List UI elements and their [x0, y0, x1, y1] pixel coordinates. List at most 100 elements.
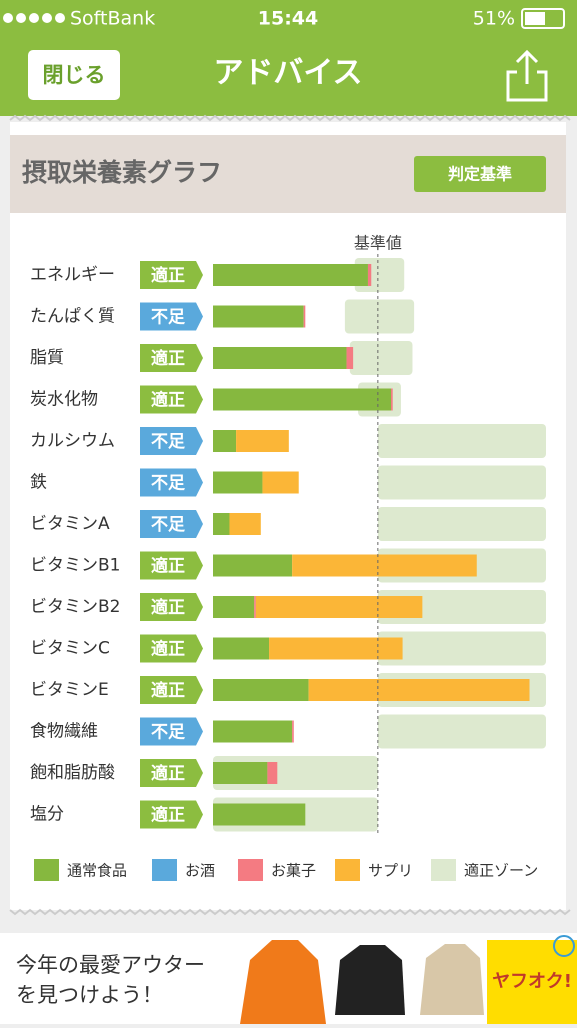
bar-segment [213, 720, 293, 743]
share-button[interactable] [506, 49, 548, 102]
bar-segment [292, 720, 294, 743]
status-label: 適正 [151, 556, 185, 577]
status-label: 不足 [151, 474, 185, 494]
status-badge [140, 717, 203, 746]
status-badge [140, 385, 203, 414]
status-label: 不足 [151, 515, 185, 535]
bar-segment [254, 596, 256, 618]
legend-label: サプリ [368, 862, 413, 880]
category-label: カルシウム [30, 431, 115, 451]
nav-title: アドバイス [213, 56, 362, 91]
bar-segment [308, 679, 530, 701]
status-label: 不足 [151, 723, 185, 743]
legend-swatch [431, 859, 456, 881]
bar-segment [213, 430, 237, 452]
status-badge [140, 551, 203, 580]
status-badge [140, 676, 203, 704]
legend-label: お酒 [185, 862, 215, 880]
category-label: 塩分 [30, 805, 64, 825]
bar-segment [213, 264, 368, 286]
bar-segment [367, 264, 372, 286]
category-label: ビタミンA [30, 514, 110, 534]
status-label: 適正 [151, 390, 185, 411]
category-label: ビタミンB2 [30, 597, 120, 617]
ad-text[interactable]: 今年の最愛アウター [16, 953, 205, 977]
category-label: ビタミンC [30, 639, 110, 659]
status-badge [140, 302, 203, 331]
category-label: ビタミンB1 [30, 556, 120, 576]
ad-image-coat [335, 945, 405, 1015]
status-label: 適正 [151, 265, 185, 286]
category-label: 炭水化物 [30, 390, 98, 410]
close-button[interactable] [28, 50, 120, 100]
bar-segment [213, 596, 255, 618]
ad-brand[interactable]: ヤフオク! [492, 971, 572, 992]
legend-label: 適正ゾーン [464, 862, 538, 880]
legend-swatch [152, 859, 177, 881]
zone [349, 341, 413, 375]
ad-brand-box[interactable] [487, 940, 577, 1024]
bar-segment [346, 347, 354, 369]
bar-segment [269, 637, 403, 660]
status-badge [140, 427, 203, 455]
bar-segment [213, 471, 263, 494]
reference-label: 基準値 [354, 234, 402, 253]
status-badge [140, 634, 203, 663]
status-label: 不足 [151, 308, 185, 328]
bar-segment [213, 762, 268, 784]
status-label: 適正 [151, 763, 185, 784]
bar-segment [391, 388, 393, 411]
status-label: 適正 [151, 597, 185, 618]
status-label: 適正 [151, 639, 185, 660]
legend-swatch [34, 859, 59, 881]
ad-image-coat [420, 944, 484, 1015]
carrier: SoftBank [70, 8, 155, 30]
status-badge [140, 759, 203, 787]
zigzag-edge [9, 114, 571, 916]
bar-segment [267, 762, 278, 784]
ad-text[interactable]: を見つけよう！ [16, 983, 163, 1007]
status-label: 適正 [151, 680, 185, 701]
category-label: エネルギー [30, 265, 115, 285]
bar-segment [262, 471, 299, 494]
status-badge [140, 800, 203, 829]
status-badge [140, 344, 203, 372]
zone [377, 465, 546, 500]
close-label[interactable]: 閉じる [43, 63, 106, 87]
time: 15:44 [258, 8, 318, 30]
status-badge [140, 468, 203, 497]
status-label: 適正 [151, 348, 185, 369]
category-label: 飽和脂肪酸 [30, 763, 115, 783]
category-label: 脂質 [30, 348, 64, 368]
bar-segment [255, 596, 423, 618]
battery-text: 51% [473, 8, 515, 30]
section-title: 摂取栄養素グラフ [22, 158, 222, 187]
zone [377, 714, 546, 749]
ad-info-icon[interactable] [553, 935, 575, 957]
bar-segment [292, 554, 477, 577]
zone [377, 507, 546, 541]
legend-label: 通常食品 [67, 862, 127, 880]
bar-segment [229, 513, 261, 535]
category-label: 食物繊維 [30, 722, 98, 742]
zone [344, 299, 415, 334]
status-label: 適正 [151, 805, 185, 826]
bar-segment [213, 554, 293, 577]
bar-segment [213, 305, 304, 328]
bar-segment [213, 803, 306, 826]
category-label: たんぱく質 [30, 307, 115, 327]
category-label: ビタミンE [30, 680, 109, 700]
battery-level [525, 12, 545, 25]
legend-swatch [335, 859, 360, 881]
criteria-button[interactable] [414, 156, 546, 192]
criteria-label[interactable]: 判定基準 [448, 165, 512, 184]
zone [377, 424, 546, 458]
battery-icon [521, 8, 565, 29]
category-label: 鉄 [30, 473, 47, 493]
status-badge [140, 510, 203, 538]
legend-label: お菓子 [271, 862, 316, 880]
status-label: 不足 [151, 432, 185, 452]
ad-image-coat [240, 940, 326, 1024]
